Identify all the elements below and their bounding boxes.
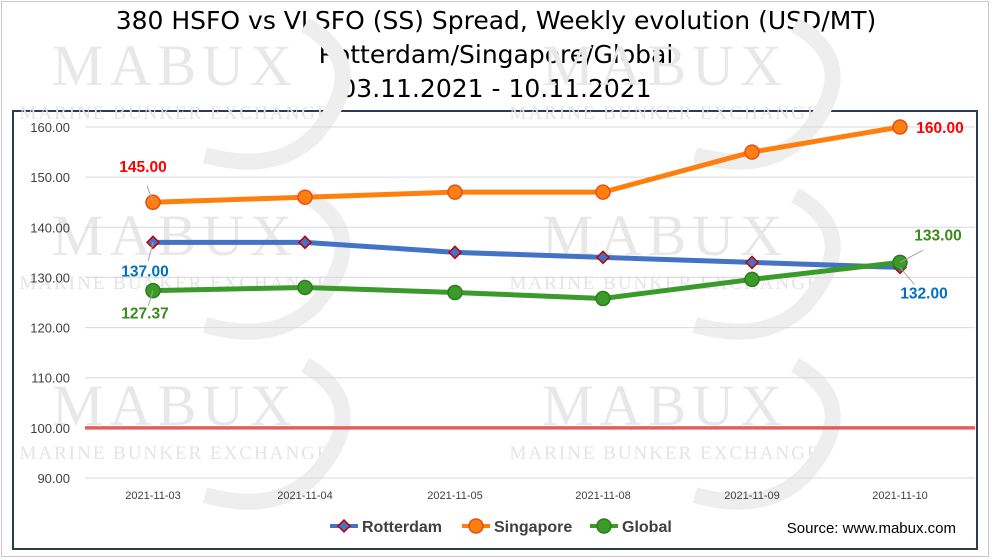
- data-label-rotterdam: 137.00: [121, 263, 168, 280]
- data-label-rotterdam: 132.00: [900, 285, 947, 302]
- series-line-rotterdam: [150, 239, 903, 270]
- data-label-global: 127.37: [121, 306, 168, 323]
- series-line-global: [150, 259, 903, 301]
- legend: Rotterdam Singapore Global: [330, 518, 672, 536]
- title-line-1: 380 HSFO vs VLSFO (SS) Spread, Weekly ev…: [115, 6, 877, 35]
- legend-marker: [468, 518, 484, 534]
- y-tick-label: 150.00: [30, 170, 70, 185]
- marker-rotterdam: [595, 250, 611, 265]
- x-tick-label: 2021-11-09: [724, 490, 779, 502]
- chart-title: 380 HSFO vs VLSFO (SS) Spread, Weekly ev…: [0, 4, 992, 106]
- y-tick-label: 90.00: [37, 471, 70, 486]
- data-label-global: 133.00: [914, 227, 961, 244]
- title-line-2: Rotterdam/Singapore/Global: [318, 40, 674, 69]
- x-tick-label: 2021-11-03: [125, 490, 180, 502]
- marker-global: [744, 271, 760, 288]
- legend-label: Global: [622, 519, 672, 536]
- watermark-tagline: MARINE BUNKER EXCHANGE: [19, 103, 330, 124]
- legend-label: Rotterdam: [362, 519, 442, 536]
- marker-rotterdam: [447, 245, 463, 260]
- watermark-brand: MABUX: [542, 33, 788, 98]
- plot-area-border: [12, 110, 978, 550]
- watermark-brand: MABUX: [52, 33, 298, 98]
- x-tick-label: 2021-11-05: [427, 490, 482, 502]
- legend-marker: [596, 518, 612, 534]
- y-tick-label: 100.00: [30, 421, 70, 436]
- marker-singapore: [447, 184, 463, 200]
- data-label-leader: [899, 267, 915, 285]
- y-tick-label: 140.00: [30, 220, 70, 235]
- data-label-singapore: 145.00: [119, 159, 166, 176]
- watermark-brand: MABUX: [52, 203, 298, 268]
- y-tick-label: 110.00: [31, 371, 70, 386]
- data-label-singapore: 160.00: [916, 120, 963, 137]
- x-tick-label: 2021-11-10: [872, 490, 927, 502]
- source-note: Source: www.mabux.com: [786, 520, 956, 537]
- legend-marker: [336, 518, 352, 534]
- y-axis: 90.00 100.00 110.00 120.00 130.00 140.00 150.0…: [30, 120, 70, 486]
- data-label-leader: [147, 290, 154, 307]
- series-line-singapore: [150, 124, 903, 205]
- marker-global: [447, 284, 463, 301]
- watermark-tagline: MARINE BUNKER EXCHANGE: [509, 273, 820, 294]
- legend-label: Singapore: [494, 519, 572, 536]
- title-line-3: 03.11.2021 - 10.11.2021: [340, 74, 652, 103]
- watermark-layer: MABUX MARINE BUNKER EXCHANGE MABUX MARINE B…: [19, 18, 841, 510]
- watermark-tagline: MARINE BUNKER EXCHANGE: [509, 103, 820, 124]
- series-layer: [145, 119, 908, 307]
- watermark-swirl: [692, 18, 841, 170]
- marker-singapore: [892, 119, 908, 135]
- watermark-swirl: [202, 188, 351, 340]
- data-label-leader: [147, 242, 154, 262]
- x-tick-label: 2021-11-04: [277, 490, 332, 502]
- y-tick-label: 160.00: [30, 120, 70, 135]
- watermark-swirl: [202, 358, 351, 510]
- x-axis: 2021-11-03 2021-11-04 2021-11-05 2021-11-08…: [125, 490, 927, 502]
- data-label-leader: [146, 185, 154, 203]
- marker-global: [297, 279, 313, 296]
- marker-rotterdam: [744, 255, 760, 270]
- marker-global: [595, 290, 611, 307]
- marker-singapore: [595, 184, 611, 200]
- data-labels: 145.00 160.00 137.00 132.00 127.37 133.00: [119, 120, 963, 323]
- y-tick-label: 120.00: [30, 321, 70, 336]
- marker-singapore: [744, 144, 760, 160]
- marker-rotterdam: [297, 235, 313, 250]
- marker-singapore: [297, 189, 313, 205]
- data-label-leader: [899, 249, 924, 263]
- x-tick-label: 2021-11-08: [575, 490, 630, 502]
- watermark-swirl: [202, 18, 351, 170]
- watermark-swirl: [692, 188, 841, 340]
- y-tick-label: 130.00: [30, 270, 70, 285]
- watermark-swirl: [692, 358, 841, 510]
- watermark-tagline: MARINE BUNKER EXCHANGE: [509, 443, 820, 464]
- watermark-tagline: MARINE BUNKER EXCHANGE: [19, 443, 330, 464]
